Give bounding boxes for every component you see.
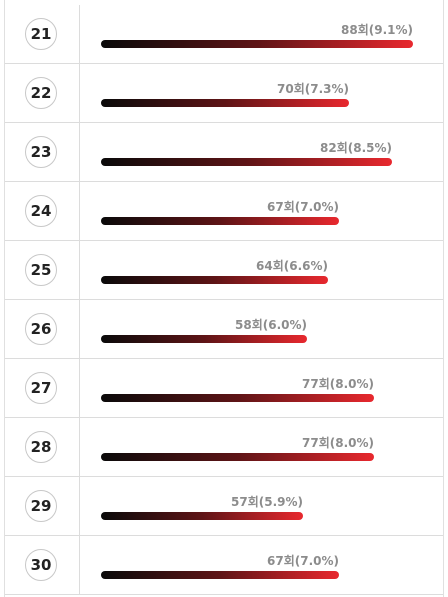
number-ball: 22 xyxy=(25,77,57,109)
number-frequency-table: 21 88회(9.1%) 22 70회(7.3%) 23 82회(8.5%) 24 67회(7… xyxy=(4,0,444,597)
number-ball: 27 xyxy=(25,372,57,404)
frequency-label: 70회(7.3%) xyxy=(277,82,349,96)
number-cell: 22 xyxy=(5,64,80,122)
number-cell: 24 xyxy=(5,182,80,240)
frequency-label: 67회(7.0%) xyxy=(267,554,339,568)
number-cell: 30 xyxy=(5,536,80,594)
frequency-label: 64회(6.6%) xyxy=(256,259,328,273)
number-cell: 28 xyxy=(5,418,80,476)
bar-cell: 67회(7.0%) xyxy=(81,182,443,240)
table-row: 24 67회(7.0%) xyxy=(5,182,443,241)
number-ball: 26 xyxy=(25,313,57,345)
table-row: 23 82회(8.5%) xyxy=(5,123,443,182)
table-row: 28 77회(8.0%) xyxy=(5,418,443,477)
bar-cell: 88회(9.1%) xyxy=(81,5,443,63)
number-cell: 21 xyxy=(5,5,80,63)
table-row: 25 64회(6.6%) xyxy=(5,241,443,300)
bar-cell: 67회(7.0%) xyxy=(81,536,443,594)
frequency-bar xyxy=(101,394,374,402)
bar-cell: 58회(6.0%) xyxy=(81,300,443,358)
frequency-bar xyxy=(101,453,374,461)
bar-cell: 82회(8.5%) xyxy=(81,123,443,181)
frequency-bar xyxy=(101,40,413,48)
table-row: 21 88회(9.1%) xyxy=(5,5,443,64)
frequency-bar xyxy=(101,512,303,520)
bar-cell: 77회(8.0%) xyxy=(81,418,443,476)
number-ball: 25 xyxy=(25,254,57,286)
bar-cell: 64회(6.6%) xyxy=(81,241,443,299)
number-ball: 23 xyxy=(25,136,57,168)
number-ball: 24 xyxy=(25,195,57,227)
table-row: 26 58회(6.0%) xyxy=(5,300,443,359)
frequency-bar xyxy=(101,158,392,166)
number-cell: 29 xyxy=(5,477,80,535)
number-ball: 29 xyxy=(25,490,57,522)
frequency-label: 77회(8.0%) xyxy=(302,377,374,391)
frequency-bar xyxy=(101,99,349,107)
frequency-bar xyxy=(101,276,328,284)
frequency-label: 58회(6.0%) xyxy=(235,318,307,332)
table-row: 30 67회(7.0%) xyxy=(5,536,443,595)
number-cell: 23 xyxy=(5,123,80,181)
number-ball: 30 xyxy=(25,549,57,581)
number-ball: 28 xyxy=(25,431,57,463)
frequency-label: 57회(5.9%) xyxy=(231,495,303,509)
table-row: 29 57회(5.9%) xyxy=(5,477,443,536)
number-cell: 26 xyxy=(5,300,80,358)
number-cell: 25 xyxy=(5,241,80,299)
frequency-bar xyxy=(101,571,339,579)
frequency-label: 67회(7.0%) xyxy=(267,200,339,214)
table-row: 22 70회(7.3%) xyxy=(5,64,443,123)
number-cell: 27 xyxy=(5,359,80,417)
bar-cell: 57회(5.9%) xyxy=(81,477,443,535)
bar-cell: 77회(8.0%) xyxy=(81,359,443,417)
table-row: 27 77회(8.0%) xyxy=(5,359,443,418)
frequency-label: 82회(8.5%) xyxy=(320,141,392,155)
frequency-label: 77회(8.0%) xyxy=(302,436,374,450)
bar-cell: 70회(7.3%) xyxy=(81,64,443,122)
frequency-bar xyxy=(101,335,307,343)
frequency-bar xyxy=(101,217,339,225)
number-ball: 21 xyxy=(25,18,57,50)
frequency-label: 88회(9.1%) xyxy=(341,23,413,37)
